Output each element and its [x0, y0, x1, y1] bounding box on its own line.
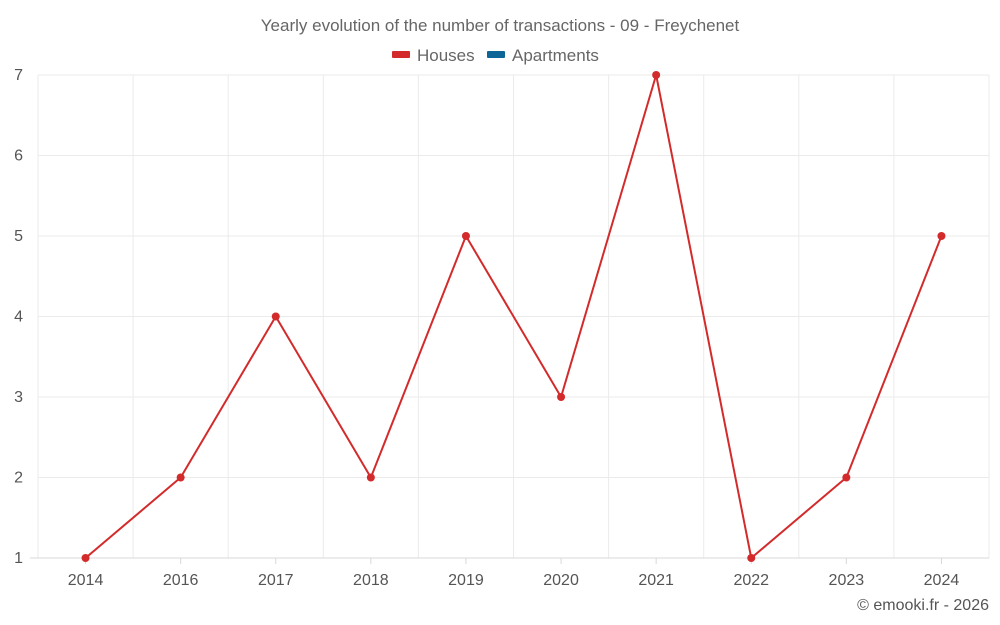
y-tick-label-1: 1: [14, 550, 23, 567]
y-tick-label-3: 3: [14, 389, 23, 406]
y-tick-label-7: 7: [14, 67, 23, 84]
legend-item-houses[interactable]: Houses: [392, 46, 475, 65]
legend-label-houses: Houses: [417, 46, 475, 65]
series-group: [81, 71, 946, 562]
data-point-houses-2023[interactable]: [842, 473, 851, 482]
y-axis: 1 2 3 4 5 6 7: [14, 67, 23, 567]
y-tick-label-5: 5: [14, 228, 23, 245]
x-tick-label-2017: 2017: [258, 572, 294, 589]
legend-item-apartments[interactable]: Apartments: [487, 46, 599, 65]
y-tick-label-4: 4: [14, 309, 23, 326]
data-point-houses-2024[interactable]: [937, 232, 946, 240]
x-tick-label-2021: 2021: [638, 572, 674, 589]
legend-swatch-houses: [392, 51, 410, 58]
x-tick-label-2023: 2023: [829, 572, 865, 589]
x-tick-label-2014: 2014: [68, 572, 104, 589]
data-point-houses-2020[interactable]: [557, 393, 566, 401]
x-tick-label-2022: 2022: [733, 572, 769, 589]
data-point-houses-2017[interactable]: [271, 312, 280, 321]
legend-label-apartments: Apartments: [512, 46, 599, 65]
legend-swatch-apartments: [487, 51, 505, 58]
data-point-houses-2021[interactable]: [652, 71, 661, 79]
x-tick-label-2016: 2016: [163, 572, 199, 589]
data-point-houses-2018[interactable]: [366, 473, 375, 482]
series-line-houses: [84, 74, 943, 559]
y-tick-label-2: 2: [14, 470, 23, 487]
data-point-houses-2019[interactable]: [461, 232, 470, 240]
x-tick-label-2024: 2024: [924, 572, 960, 589]
data-point-houses-2016[interactable]: [176, 473, 185, 482]
x-axis: 2014 2016 2017 2018 2019 2020 2021 2022 2023 2024: [30, 557, 989, 589]
data-point-houses-2022[interactable]: [747, 554, 756, 562]
x-tick-label-2018: 2018: [353, 572, 389, 589]
x-tick-label-2020: 2020: [543, 572, 579, 589]
data-point-houses-2014[interactable]: [81, 554, 90, 562]
x-tick-label-2019: 2019: [448, 572, 484, 589]
credit-text: © emooki.fr - 2026: [857, 597, 989, 614]
chart-title: Yearly evolution of the number of transa…: [261, 16, 740, 35]
legend: Houses Apartments: [392, 46, 599, 65]
y-tick-label-6: 6: [14, 148, 23, 165]
